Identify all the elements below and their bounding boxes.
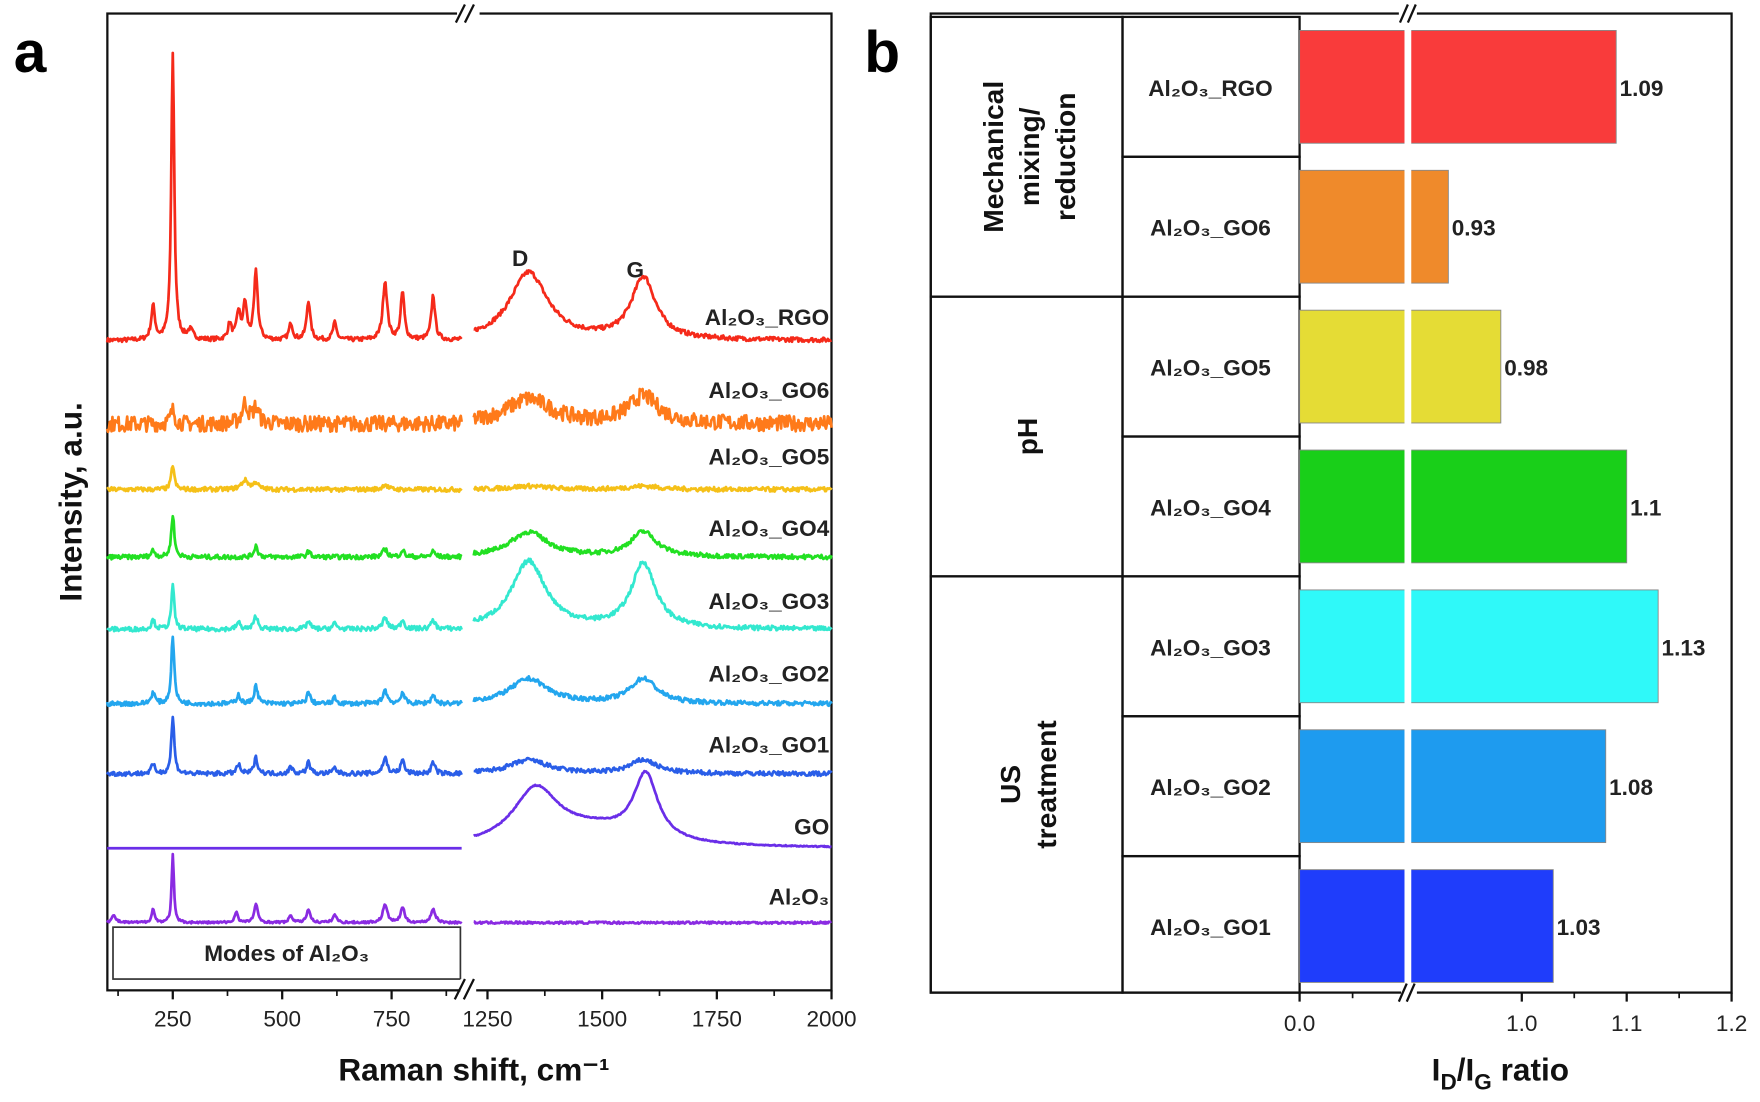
spectrum-line [105, 852, 832, 926]
axis-break-mark-b [1397, 983, 1416, 1003]
group-label: Mechanical [977, 81, 1009, 233]
bar [1299, 309, 1502, 424]
series-label: Al₂O₃_GO1 [709, 732, 830, 757]
series-label: Al₂O₃_RGO [705, 305, 829, 330]
spectrum-line [105, 51, 832, 344]
group-label: pH [1011, 418, 1043, 456]
axis-break-mark-a-top [454, 4, 475, 24]
series-label: Al₂O₃_GO2 [709, 661, 830, 686]
x-axis-title-b: ID/IG ratio [1432, 1052, 1569, 1095]
x-tick-label-b: 0.0 [1284, 1011, 1315, 1036]
x-tick-label-a: 500 [263, 1006, 301, 1031]
bar-value-label: 1.08 [1609, 775, 1653, 800]
bar-value-label: 0.98 [1504, 356, 1548, 381]
x-tick-label-b: 1.1 [1611, 1011, 1642, 1036]
bar [1299, 30, 1617, 144]
x-tick-label-b: 1.2 [1716, 1011, 1747, 1036]
group-label: treatment [1030, 720, 1062, 849]
series-label: Al₂O₃ [769, 885, 830, 910]
peak-label-g: G [626, 257, 644, 282]
bar-break-gap [1404, 867, 1412, 985]
category-label: Al₂O₃_GO4 [1150, 495, 1271, 520]
peak-label-d: D [512, 246, 528, 271]
x-axis-title-a: Raman shift, cm⁻¹ [338, 1052, 609, 1088]
plot-frame-b [929, 12, 1733, 994]
spectrum-line [105, 387, 833, 434]
raman-spectra-chart: Modes of Al₂O₃ D G Raman shift, cm⁻¹ Int… [52, 4, 857, 1088]
bar-value-label: 0.93 [1452, 216, 1496, 241]
series-label: Al₂O₃_GO5 [709, 445, 830, 470]
spectrum-line [106, 769, 832, 850]
category-label: Al₂O₃_GO5 [1150, 356, 1271, 381]
category-label: Al₂O₃_GO3 [1150, 635, 1271, 660]
x-tick-label-a: 250 [154, 1006, 192, 1031]
category-label: Al₂O₃_GO1 [1150, 915, 1271, 940]
x-tick-label-a: 1500 [577, 1006, 627, 1031]
spectrum-line [105, 715, 833, 778]
axis-break-mark-b-top [1398, 4, 1417, 24]
x-tick-label-a: 2000 [806, 1006, 856, 1031]
bar [1299, 449, 1628, 564]
category-label: Al₂O₃_RGO [1148, 76, 1272, 101]
bar [1299, 729, 1607, 844]
category-label: Al₂O₃_GO6 [1150, 216, 1271, 241]
group-label: reduction [1049, 93, 1081, 221]
bar-break-gap [1404, 28, 1412, 146]
bar-break-gap [1404, 727, 1412, 845]
spectrum-line [106, 464, 833, 494]
axis-break-mark-a [453, 978, 475, 1000]
series-label: GO [794, 815, 829, 840]
plot-frame-a [106, 12, 833, 992]
category-label: Al₂O₃_GO2 [1150, 775, 1271, 800]
bar-value-label: 1.09 [1620, 76, 1664, 101]
group-label: US [994, 765, 1026, 804]
panel-label-b: b [864, 20, 900, 85]
group-cell [929, 575, 1124, 994]
spectrum-line [105, 514, 833, 561]
bar-break-gap [1404, 587, 1412, 705]
y-axis-title-a: Intensity, a.u. [52, 402, 88, 601]
bar [1299, 869, 1554, 983]
bar-value-label: 1.13 [1662, 635, 1706, 660]
spectrum-line [105, 635, 833, 708]
x-tick-label-a: 750 [373, 1006, 411, 1031]
bar-value-label: 1.1 [1630, 495, 1661, 520]
bar-break-gap [1404, 168, 1412, 286]
modes-box [112, 926, 462, 980]
modes-box-label: Modes of Al₂O₃ [204, 941, 369, 966]
bar-break-gap [1404, 307, 1412, 426]
x-tick-label-a: 1250 [462, 1006, 512, 1031]
group-label: mixing/ [1013, 107, 1045, 206]
x-tick-label-a: 1750 [692, 1006, 742, 1031]
series-label: Al₂O₃_GO4 [709, 516, 830, 541]
bar-value-label: 1.03 [1557, 915, 1601, 940]
spectrum-line [106, 557, 833, 633]
bar [1299, 589, 1659, 704]
id-ig-ratio-chart: Al₂O₃_RGO 1.09 Al₂O₃_GO6 0.93 Al₂O₃_GO5 0.98 A… [929, 4, 1747, 1095]
panel-label-a: a [14, 20, 47, 85]
bar-break-gap [1404, 447, 1412, 566]
bar [1299, 169, 1449, 284]
x-tick-label-b: 1.0 [1506, 1011, 1537, 1036]
series-label: Al₂O₃_GO3 [709, 589, 830, 614]
series-label: Al₂O₃_GO6 [709, 378, 830, 403]
